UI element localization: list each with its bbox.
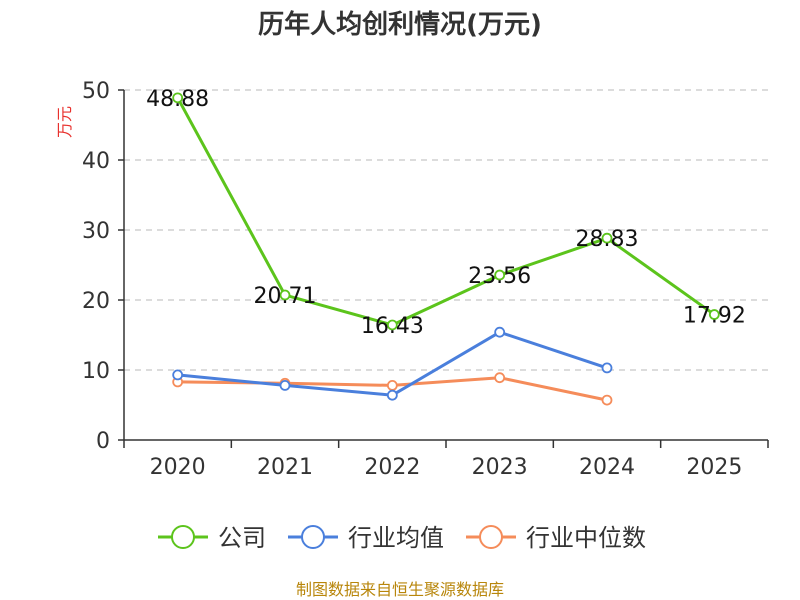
series-2-point-2024: [601, 362, 613, 374]
series-2-point-2023: [494, 326, 506, 338]
series-2-point-2022: [386, 389, 398, 401]
legend-label-1: 公司: [218, 524, 266, 552]
series-1-point-2022: [386, 319, 398, 331]
legend-item-2: 行业均值: [288, 524, 444, 552]
series-group: [172, 92, 720, 406]
series-2: [172, 326, 613, 401]
legend-item-3: 行业中位数: [466, 524, 646, 552]
series-1-point-2021: [279, 289, 291, 301]
y-tick-label-20: 20: [82, 289, 110, 314]
series-3-point-2023: [494, 372, 506, 384]
source-note: 制图数据来自恒生聚源数据库: [296, 580, 504, 599]
y-tick-label-10: 10: [82, 359, 110, 384]
x-tick-label-2020: 2020: [150, 455, 206, 480]
legend-marker-1: [171, 525, 195, 549]
legend-label-2: 行业均值: [348, 524, 444, 552]
data-label-2021: 20.71: [254, 284, 317, 309]
chart-title: 历年人均创利情况(万元): [258, 9, 542, 40]
series-1: [172, 92, 720, 331]
series-2-point-2020: [172, 369, 184, 381]
gridlines: [124, 89, 768, 371]
data-label-2023: 23.56: [468, 264, 531, 289]
y-tick-label-50: 50: [82, 79, 110, 104]
legend-marker-2: [301, 525, 325, 549]
y-tick-label-40: 40: [82, 149, 110, 174]
legend-marker-3: [479, 525, 503, 549]
series-1-point-2023: [494, 269, 506, 281]
y-tick-label-30: 30: [82, 219, 110, 244]
x-tick-label-2023: 2023: [472, 455, 528, 480]
series-line-1: [176, 97, 716, 327]
x-tick-label-2025: 2025: [686, 455, 742, 480]
series-3-point-2024: [601, 394, 613, 406]
series-1-point-2020: [172, 92, 184, 104]
data-labels: 48.88 20.71 16.43 23.56 28.83 17.92: [146, 87, 746, 339]
series-2-point-2021: [279, 379, 291, 391]
legend: 公司 行业均值 行业中位数: [158, 524, 646, 552]
x-tick-label-2021: 2021: [257, 455, 313, 480]
x-tick-label-2022: 2022: [364, 455, 420, 480]
series-1-point-2025: [708, 309, 720, 320]
x-tick-label-2024: 2024: [579, 455, 635, 480]
series-1-point-2024: [601, 232, 613, 244]
y-tick-label-0: 0: [96, 429, 110, 454]
data-label-2020: 48.88: [146, 87, 209, 112]
axes: 0 10 20 30 40 50 2020 2021 2022 2023 2024 2025: [82, 79, 769, 480]
data-label-2022: 16.43: [361, 314, 424, 339]
data-label-2024: 28.83: [576, 227, 639, 252]
data-label-2025: 17.92: [683, 304, 746, 329]
series-3-point-2022: [386, 379, 398, 391]
legend-item-1: 公司: [158, 524, 266, 552]
legend-label-3: 行业中位数: [526, 524, 646, 552]
y-axis-label: 万元: [55, 106, 74, 138]
